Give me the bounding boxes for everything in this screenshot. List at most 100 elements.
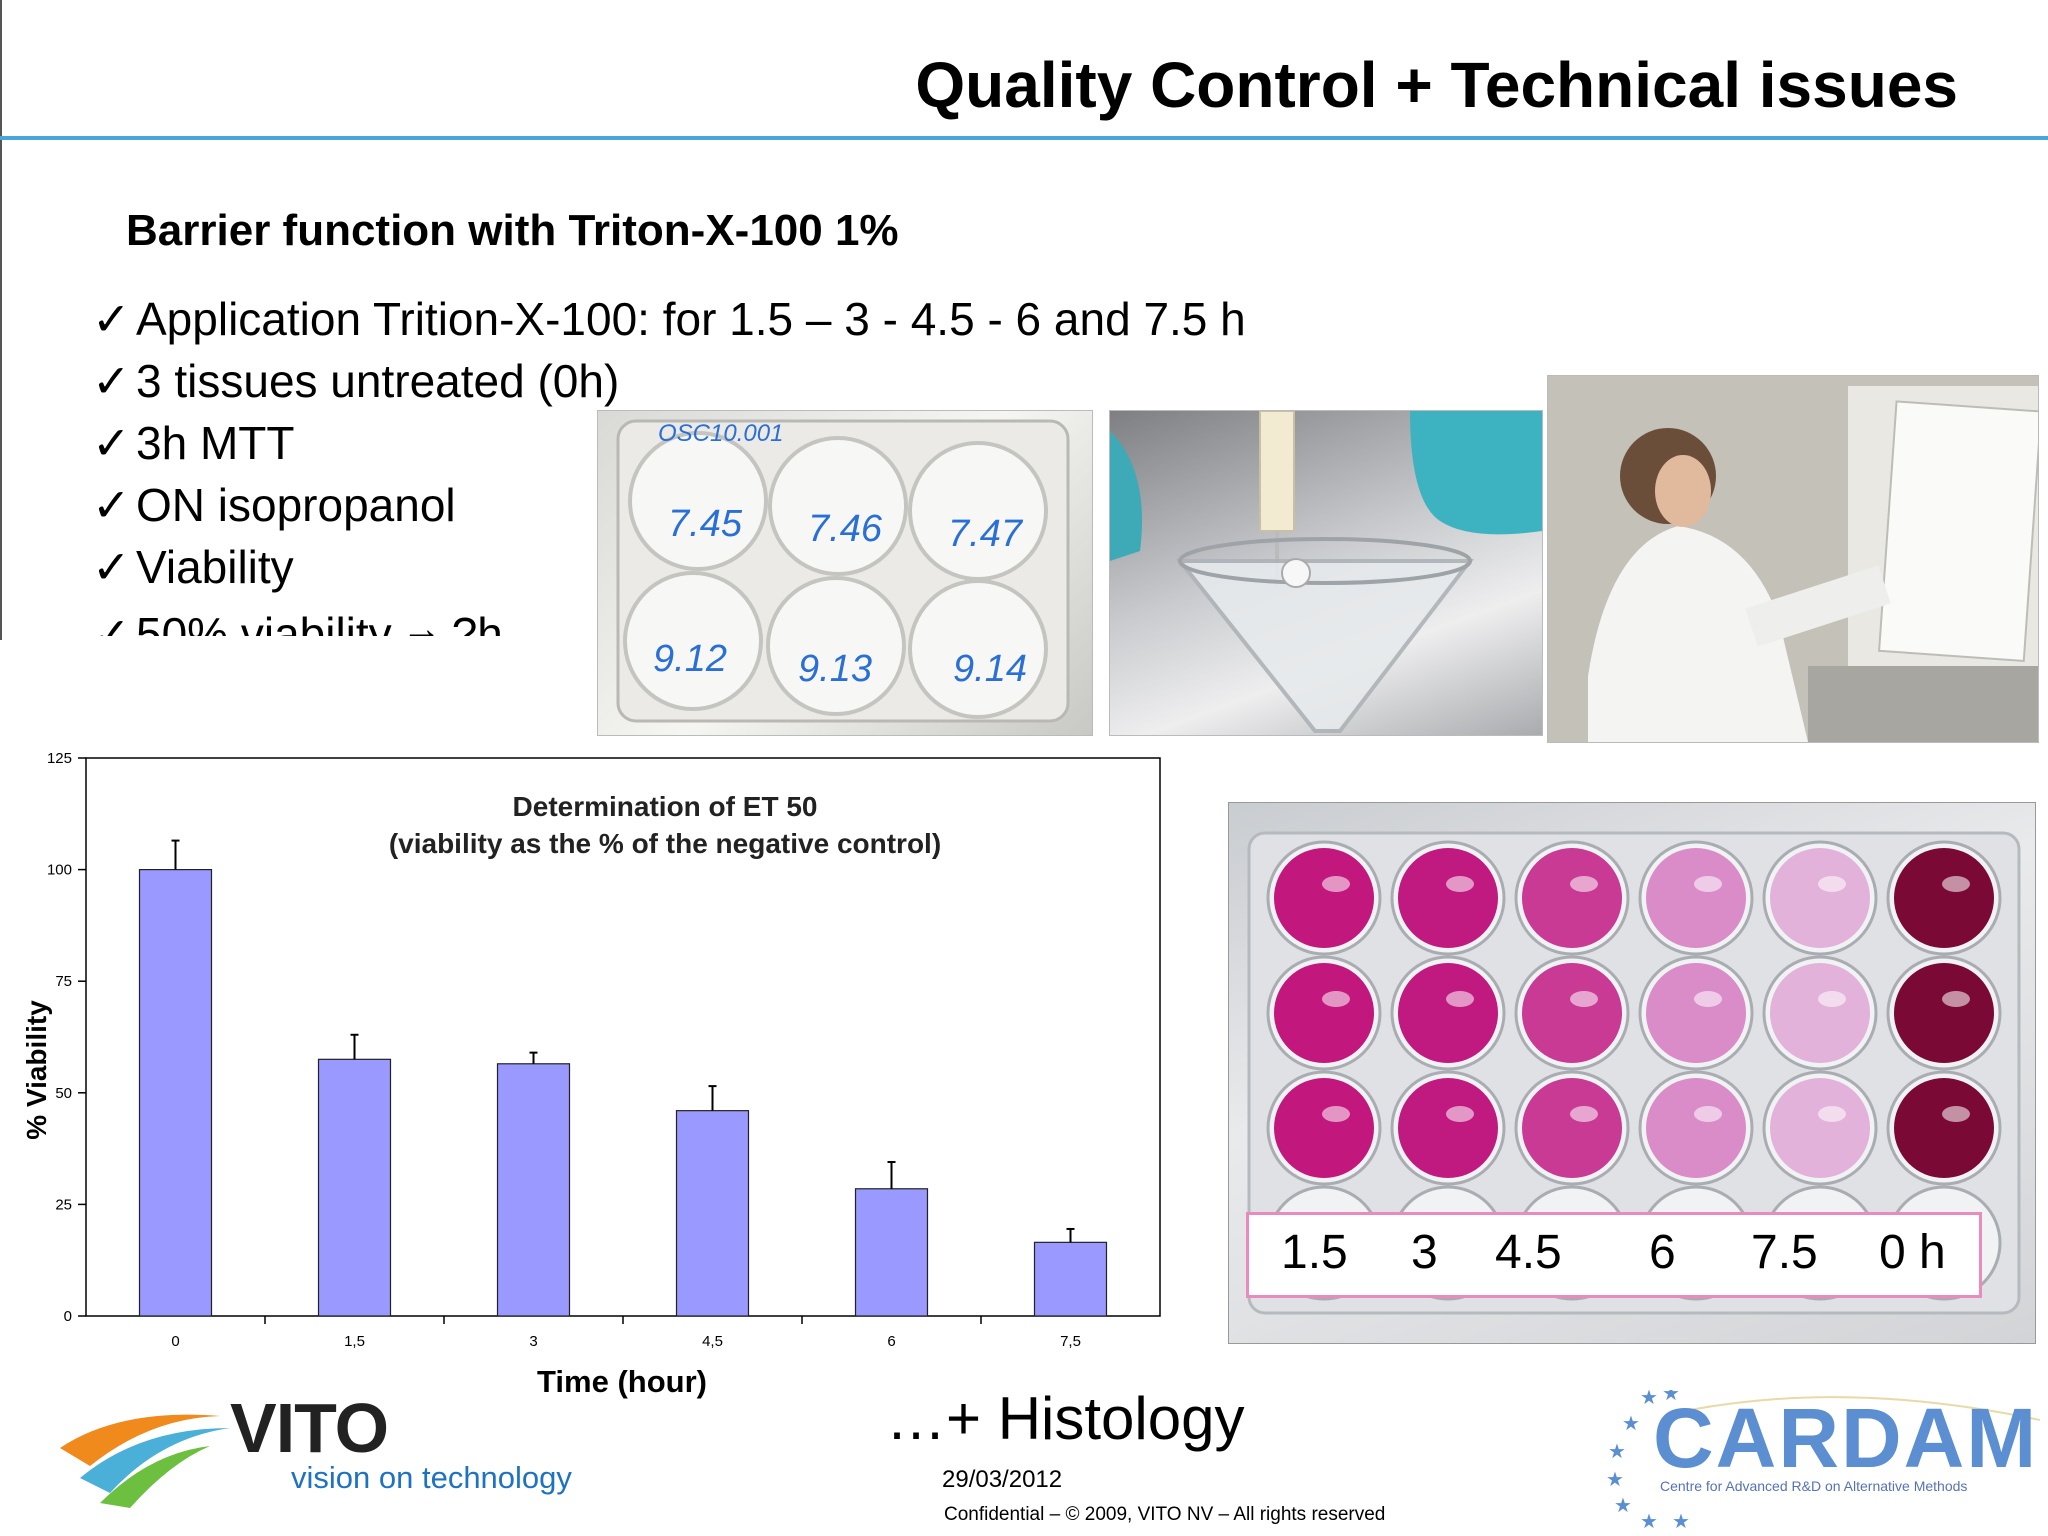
svg-text:★: ★ <box>1614 1493 1632 1517</box>
x-tick-label: 3 <box>529 1333 537 1350</box>
bullet-item: ✓ Viability <box>92 536 1246 598</box>
y-tick-label: 75 <box>55 973 72 990</box>
well-fill <box>1274 848 1374 948</box>
well-fill <box>1646 963 1746 1063</box>
confidential-footer: Confidential – © 2009, VITO NV – All rig… <box>944 1504 1386 1525</box>
bar <box>317 1058 392 1317</box>
well-highlight <box>1446 876 1474 892</box>
bullet-list: ✓ Application Trition-X-100: for 1.5 – 3 … <box>92 288 1246 636</box>
x-tick-label: 4,5 <box>702 1333 723 1350</box>
well-fill <box>1646 848 1746 948</box>
svg-text:★: ★ <box>1640 1390 1658 1409</box>
time-label: 7.5 <box>1751 1226 1818 1279</box>
svg-text:★: ★ <box>1672 1509 1690 1530</box>
vito-wordmark: VITO <box>230 1389 389 1467</box>
bullet-item: ✓ Application Trition-X-100: for 1.5 – 3 … <box>92 288 1246 350</box>
chart-title: Determination of ET 50 <box>513 791 818 822</box>
time-label: 6 <box>1649 1226 1676 1279</box>
well-highlight <box>1322 876 1350 892</box>
cardam-tagline: Centre for Advanced R&D on Alternative M… <box>1660 1478 1968 1494</box>
y-tick-label: 125 <box>47 750 72 767</box>
slide-subtitle: Barrier function with Triton-X-100 1% <box>126 206 899 255</box>
bullet-item: ✓ 3h MTT <box>92 412 1246 474</box>
well-highlight <box>1818 876 1846 892</box>
plate-label: 7.45 <box>668 503 743 545</box>
well-fill <box>1522 963 1622 1063</box>
bar <box>1033 1241 1108 1317</box>
slide-left-border <box>0 0 2 640</box>
x-tick-label: 7,5 <box>1060 1333 1081 1350</box>
well-highlight <box>1694 876 1722 892</box>
vito-logo-swoosh-icon <box>60 1414 230 1508</box>
checkmark-icon: ✓ <box>92 355 131 407</box>
well-fill <box>1894 963 1994 1063</box>
svg-text:★: ★ <box>1622 1411 1640 1435</box>
well-highlight <box>1942 876 1970 892</box>
well-highlight <box>1570 991 1598 1007</box>
bar <box>496 1063 571 1317</box>
well-highlight <box>1942 991 1970 1007</box>
vito-tagline: vision on technology <box>291 1460 572 1495</box>
well-fill <box>1398 848 1498 948</box>
cardam-wordmark: CARDAM <box>1653 1391 2039 1485</box>
bar <box>854 1188 929 1317</box>
x-axis-label: Time (hour) <box>537 1364 707 1399</box>
svg-text:★: ★ <box>1662 1390 1680 1405</box>
x-tick-label: 1,5 <box>344 1333 365 1350</box>
checkmark-icon: ✓ <box>92 541 131 593</box>
bullet-item: ✓ ON isopropanol <box>92 474 1246 536</box>
well-fill <box>1894 848 1994 948</box>
plate-label: 7.46 <box>808 508 883 550</box>
well-highlight <box>1942 1106 1970 1122</box>
y-tick-label: 100 <box>47 862 72 879</box>
well-highlight <box>1446 1106 1474 1122</box>
y-tick-label: 50 <box>55 1085 72 1102</box>
well-fill <box>1646 1078 1746 1178</box>
checkmark-icon: ✓ <box>92 608 131 636</box>
time-label: 3 <box>1411 1226 1438 1279</box>
time-label: 1.5 <box>1281 1226 1348 1279</box>
well-highlight <box>1322 991 1350 1007</box>
well-fill <box>1522 848 1622 948</box>
time-labels-box: 1.5 3 4.5 6 7.5 0 h <box>1246 1212 1982 1298</box>
time-label: 4.5 <box>1495 1226 1562 1279</box>
well-fill <box>1398 1078 1498 1178</box>
plate-label: 9.12 <box>653 638 727 680</box>
histology-note: …+ Histology <box>886 1385 1245 1452</box>
y-tick-label: 25 <box>55 1196 72 1213</box>
slide-title: Quality Control + Technical issues <box>915 49 1958 121</box>
well-fill <box>1770 848 1870 948</box>
checkmark-icon: ✓ <box>92 417 131 469</box>
well-highlight <box>1322 1106 1350 1122</box>
plot-area <box>85 757 1161 1317</box>
svg-text:★: ★ <box>1608 1439 1626 1463</box>
title-underline <box>0 136 2048 140</box>
plate-header-label: OSC10.001 <box>658 420 783 447</box>
well-fill <box>1770 1078 1870 1178</box>
plate-label: 9.13 <box>798 648 872 690</box>
plate-label: 7.47 <box>948 513 1024 555</box>
well-fill <box>1274 963 1374 1063</box>
well-highlight <box>1818 991 1846 1007</box>
time-label: 0 h <box>1879 1226 1946 1279</box>
svg-text:★: ★ <box>1606 1467 1624 1491</box>
well-fill <box>1274 1078 1374 1178</box>
checkmark-icon: ✓ <box>92 479 131 531</box>
well-highlight <box>1694 991 1722 1007</box>
well-highlight <box>1570 1106 1598 1122</box>
well-highlight <box>1446 991 1474 1007</box>
cardam-stars-icon: ★★★ ★★★ ★★ <box>1606 1390 2040 1530</box>
svg-text:★: ★ <box>1640 1509 1658 1530</box>
well-highlight <box>1570 876 1598 892</box>
bullet-item: ✓ 50% viability → ?h <box>92 598 1246 636</box>
x-tick-label: 0 <box>171 1333 179 1350</box>
checkmark-icon: ✓ <box>92 293 131 345</box>
bullet-item: ✓ 3 tissues untreated (0h) <box>92 350 1246 412</box>
y-tick-label: 0 <box>64 1308 72 1325</box>
well-fill <box>1770 963 1870 1063</box>
x-tick-label: 6 <box>887 1333 895 1350</box>
photo-pipette-funnel <box>1109 410 1543 736</box>
et50-bar-chart: 0 25 50 75 100 125 0 1,5 3 4,5 6 7,5 Determination o… <box>21 750 1161 1399</box>
well-fill <box>1894 1078 1994 1178</box>
plate-label: 9.14 <box>953 648 1027 690</box>
